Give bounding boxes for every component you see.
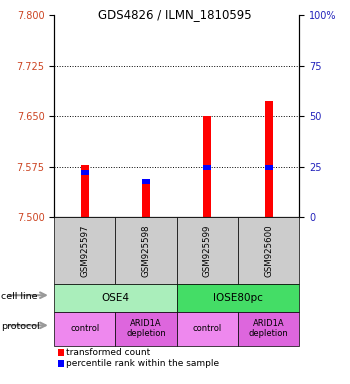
Text: GDS4826 / ILMN_1810595: GDS4826 / ILMN_1810595 <box>98 8 252 22</box>
Text: GSM925599: GSM925599 <box>203 224 212 277</box>
Bar <box>81 170 89 175</box>
Bar <box>142 180 150 217</box>
Bar <box>142 179 150 184</box>
Text: GSM925597: GSM925597 <box>80 224 89 277</box>
Text: IOSE80pc: IOSE80pc <box>213 293 263 303</box>
Bar <box>203 116 211 217</box>
Text: cell line: cell line <box>1 291 37 301</box>
Text: ARID1A
depletion: ARID1A depletion <box>126 319 166 338</box>
Bar <box>203 165 211 170</box>
Bar <box>265 101 273 217</box>
Text: GSM925598: GSM925598 <box>142 224 150 277</box>
Text: control: control <box>70 324 99 333</box>
Text: percentile rank within the sample: percentile rank within the sample <box>66 359 219 368</box>
Bar <box>265 165 273 170</box>
Bar <box>81 164 89 217</box>
Text: ARID1A
depletion: ARID1A depletion <box>249 319 288 338</box>
Text: control: control <box>193 324 222 333</box>
Text: transformed count: transformed count <box>66 348 150 358</box>
Text: protocol: protocol <box>1 322 39 331</box>
Text: OSE4: OSE4 <box>102 293 130 303</box>
Text: GSM925600: GSM925600 <box>264 224 273 277</box>
